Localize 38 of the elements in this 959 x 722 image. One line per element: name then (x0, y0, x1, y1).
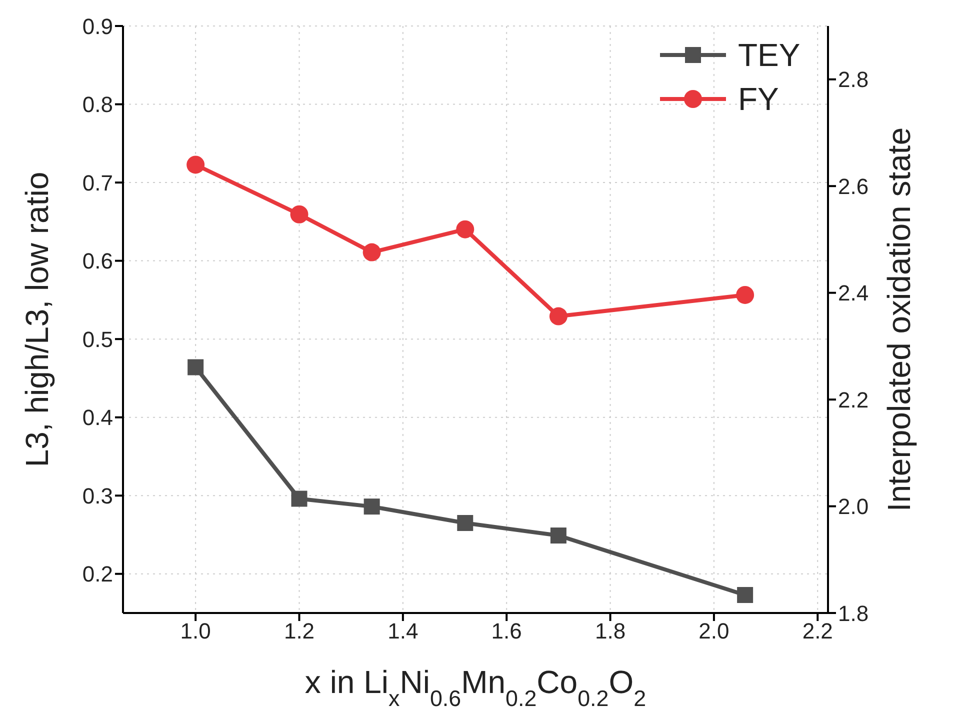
point (457, 514, 474, 531)
point (290, 205, 308, 224)
y-tick-label: 0.2 (82, 562, 113, 587)
y-tick-label: 0.8 (82, 92, 113, 118)
y-tick-label: 0.9 (82, 14, 113, 39)
point (362, 243, 381, 262)
legend-label: FY (738, 80, 779, 118)
x-tick-label: 1.4 (388, 618, 418, 644)
y-tick-label: 0.6 (82, 248, 113, 274)
legend-label: TEY (738, 36, 800, 74)
y2-tick-label: 2.8 (838, 67, 869, 92)
point (456, 220, 474, 238)
point (550, 528, 566, 544)
text: x in Li$_{x}$Ni$_{0.6}$Mn$_{0.2}$Co$_{0.2}$O$_{2}$ (304, 664, 646, 710)
x-tick-label: 1.8 (594, 618, 626, 644)
point (186, 156, 205, 174)
y-tick-label: 0.3 (82, 483, 113, 508)
y2-axis-title: Interpolated oxidation state (881, 127, 917, 512)
y2-tick-label: 2.4 (838, 280, 869, 306)
y-axis-title: L3, high/L3, low ratio (19, 172, 55, 468)
point (188, 359, 204, 376)
y-tick-label: 0.4 (82, 405, 113, 430)
x-tick-label: 2.2 (802, 618, 833, 644)
x-tick-label: 2.0 (698, 618, 730, 644)
y2-tick-label: 2.0 (838, 494, 869, 520)
point (549, 307, 568, 326)
y2-tick-label: 2.2 (838, 387, 869, 412)
x-tick-label: 1.6 (491, 618, 522, 644)
point (291, 490, 308, 507)
y-tick-label: 0.5 (82, 326, 113, 352)
point (737, 587, 754, 603)
x-tick-label: 1.2 (284, 618, 315, 644)
y-tick-label: 0.7 (82, 170, 113, 196)
y2-tick-label: 1.8 (838, 600, 869, 626)
point (364, 498, 380, 515)
x-tick-label: 1.0 (180, 618, 211, 644)
y2-tick-label: 2.6 (838, 174, 869, 199)
point (736, 286, 754, 304)
